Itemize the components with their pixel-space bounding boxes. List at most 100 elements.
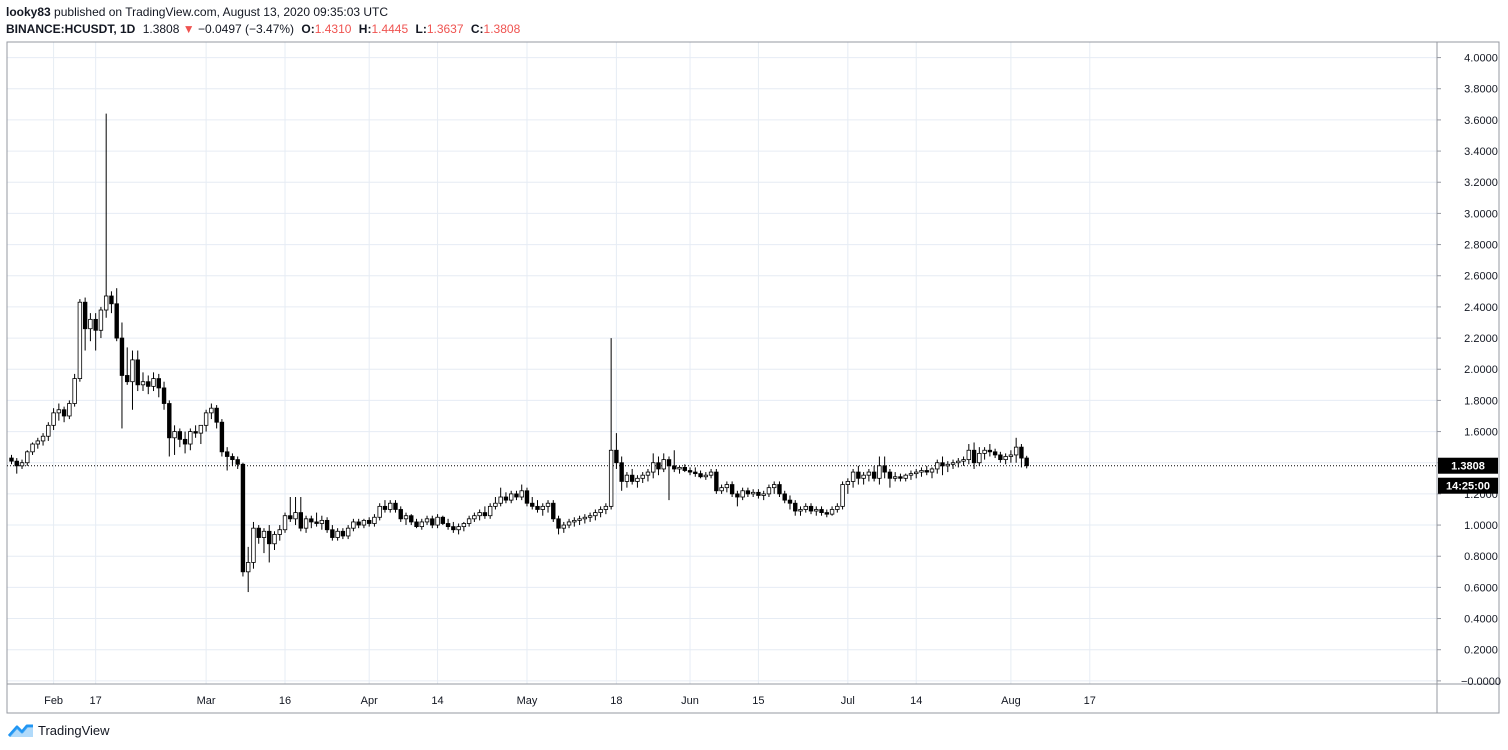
candle-body [267,530,272,545]
candle [503,492,509,504]
candle [214,405,219,429]
candle [971,442,977,469]
candle [151,372,156,392]
candle [729,481,735,498]
x-tick-label: 16 [279,695,291,707]
candle [919,467,924,477]
candle [708,468,714,479]
candle-body [9,457,14,462]
price-label: 1.3808 [1451,461,1485,473]
candle [372,514,377,527]
candle [93,313,98,351]
candle [514,490,519,501]
candle [230,453,235,466]
candle [561,521,566,533]
candle-body [624,474,630,482]
candle-body [177,431,183,440]
candle [540,503,545,516]
candle [156,373,161,398]
candle-body [892,476,898,479]
candle-body [182,438,188,445]
candle-body [819,509,824,513]
candle [1019,444,1024,468]
candle [693,467,698,477]
candle-body [629,474,635,482]
brand-name[interactable]: TradingView [38,722,110,738]
y-tick-label: 0.2000 [1464,645,1498,657]
price-change: −0.0497 (−3.47%) [197,22,295,36]
x-tick-label: 15 [752,695,764,707]
candle [1024,455,1029,469]
candle [1003,453,1008,465]
candle [624,472,630,488]
candle [582,514,588,524]
candle-body [298,512,303,529]
candle-body [603,505,609,510]
candle [140,372,146,392]
candle-body [351,521,356,529]
candle [787,495,793,510]
candle-body [403,515,409,520]
high-value: 1.4445 [371,22,409,36]
candle [551,500,556,522]
price-label-bg [1438,457,1498,474]
candle-body [756,491,761,496]
candle [130,350,135,410]
candle-body [687,470,693,473]
candle-body [987,449,993,453]
candle-body [961,459,966,462]
candle [982,447,987,460]
candle [188,428,193,451]
candle [146,375,151,395]
candle-body [203,412,209,426]
candle-body [924,470,929,473]
candle [293,497,298,526]
candle-body [782,493,787,501]
candle [256,525,261,544]
candle-body [703,474,709,478]
candle-body [156,378,161,389]
candle-body [672,465,677,470]
candle [724,481,730,493]
candle [887,468,893,488]
candle-body [761,493,766,496]
candle-body [151,378,156,387]
candle [940,456,945,476]
candlestick-chart[interactable]: 4.0000 3.8000 3.6000 3.4000 3.2000 3.0000 2.80… [0,0,1508,716]
candle-body [14,460,19,467]
candle [835,503,840,513]
candle-body [272,534,277,545]
candle [209,403,214,420]
candle-body [235,459,240,465]
x-tick-label: 14 [910,695,922,707]
candle-body [803,505,808,510]
down-arrow-icon: ▼ [182,22,195,36]
candle [587,512,593,522]
published-text: published on TradingView.com, August 13,… [54,5,389,19]
candle-body [845,481,851,485]
candle [992,448,998,459]
candle-body [251,527,256,563]
candle [430,515,435,529]
candle-body [209,407,214,414]
candle [135,350,140,392]
candle-body [146,381,151,387]
candle [382,500,388,513]
candle [635,475,640,488]
candle-body [871,471,877,479]
candle-body [51,412,56,426]
candle [777,481,782,498]
candle-body [440,516,446,524]
candle [288,497,293,522]
candle [682,464,687,473]
candle [393,500,398,513]
candle [645,468,651,482]
countdown-label: 14:25:00 [1446,481,1490,493]
author-name[interactable]: looky83 [6,5,51,19]
candle-body [419,521,424,528]
candle-body [498,496,503,504]
candle-body [430,518,435,526]
high-label: H: [358,22,372,36]
candle [224,447,230,471]
candle [661,453,666,473]
